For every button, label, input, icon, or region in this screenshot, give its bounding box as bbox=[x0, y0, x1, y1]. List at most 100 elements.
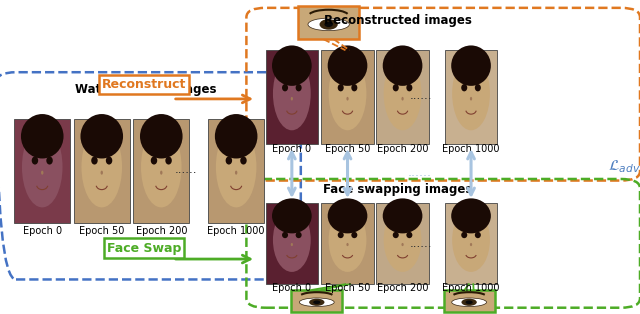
Text: Epoch 0: Epoch 0 bbox=[272, 283, 312, 293]
Ellipse shape bbox=[383, 198, 422, 233]
Ellipse shape bbox=[46, 156, 52, 165]
Ellipse shape bbox=[451, 198, 491, 233]
Ellipse shape bbox=[282, 232, 288, 238]
Ellipse shape bbox=[226, 156, 232, 165]
Ellipse shape bbox=[81, 127, 122, 207]
Text: Epoch 50: Epoch 50 bbox=[79, 226, 124, 236]
Ellipse shape bbox=[383, 46, 422, 86]
Text: Face Swap: Face Swap bbox=[107, 241, 181, 255]
Ellipse shape bbox=[216, 127, 257, 207]
Ellipse shape bbox=[319, 19, 338, 30]
Text: Epoch 1000: Epoch 1000 bbox=[207, 226, 265, 236]
Ellipse shape bbox=[351, 232, 357, 238]
Ellipse shape bbox=[338, 232, 344, 238]
Ellipse shape bbox=[324, 22, 333, 27]
Bar bbox=[376, 203, 429, 284]
Ellipse shape bbox=[465, 300, 473, 304]
Bar bbox=[445, 203, 497, 284]
Ellipse shape bbox=[106, 156, 112, 165]
Text: Epoch 1000: Epoch 1000 bbox=[442, 283, 500, 293]
Bar bbox=[298, 6, 359, 39]
Ellipse shape bbox=[313, 300, 321, 304]
Ellipse shape bbox=[328, 208, 367, 272]
Bar bbox=[376, 50, 429, 144]
Ellipse shape bbox=[291, 97, 293, 100]
Ellipse shape bbox=[383, 208, 422, 272]
Text: $\mathcal{L}_{adv}$: $\mathcal{L}_{adv}$ bbox=[608, 158, 640, 175]
Text: Face swapping images: Face swapping images bbox=[323, 183, 473, 197]
Bar bbox=[266, 50, 318, 144]
Ellipse shape bbox=[81, 114, 123, 159]
Text: ......: ...... bbox=[407, 166, 431, 179]
Text: Watermarked images: Watermarked images bbox=[75, 83, 217, 96]
Bar bbox=[74, 119, 130, 223]
Ellipse shape bbox=[282, 84, 288, 91]
Ellipse shape bbox=[452, 57, 490, 130]
Ellipse shape bbox=[351, 84, 357, 91]
Bar bbox=[291, 290, 342, 312]
Text: Epoch 0: Epoch 0 bbox=[22, 226, 62, 236]
Ellipse shape bbox=[328, 57, 367, 130]
Ellipse shape bbox=[470, 97, 472, 100]
Ellipse shape bbox=[235, 171, 237, 175]
Ellipse shape bbox=[92, 156, 98, 165]
Ellipse shape bbox=[406, 84, 412, 91]
Ellipse shape bbox=[346, 97, 349, 100]
Ellipse shape bbox=[21, 114, 63, 159]
Ellipse shape bbox=[151, 156, 157, 165]
Ellipse shape bbox=[328, 46, 367, 86]
Ellipse shape bbox=[22, 127, 63, 207]
Ellipse shape bbox=[452, 298, 486, 306]
Ellipse shape bbox=[401, 97, 404, 100]
Text: ......: ...... bbox=[174, 163, 197, 176]
Ellipse shape bbox=[273, 57, 311, 130]
Ellipse shape bbox=[475, 84, 481, 91]
Ellipse shape bbox=[461, 299, 477, 306]
Ellipse shape bbox=[272, 46, 312, 86]
Bar bbox=[208, 119, 264, 223]
Text: ......: ...... bbox=[410, 237, 433, 250]
Ellipse shape bbox=[452, 208, 490, 272]
Ellipse shape bbox=[300, 298, 334, 306]
Ellipse shape bbox=[346, 243, 349, 246]
Ellipse shape bbox=[296, 84, 301, 91]
Ellipse shape bbox=[240, 156, 246, 165]
Text: Epoch 200: Epoch 200 bbox=[136, 226, 187, 236]
Text: Reconstructed images: Reconstructed images bbox=[324, 14, 472, 27]
Ellipse shape bbox=[141, 127, 182, 207]
Bar bbox=[445, 50, 497, 144]
Ellipse shape bbox=[328, 198, 367, 233]
Bar bbox=[321, 203, 374, 284]
Bar bbox=[321, 50, 374, 144]
Ellipse shape bbox=[32, 156, 38, 165]
Text: Epoch 200: Epoch 200 bbox=[377, 144, 428, 154]
Ellipse shape bbox=[461, 84, 467, 91]
Ellipse shape bbox=[165, 156, 172, 165]
Ellipse shape bbox=[100, 171, 103, 175]
Ellipse shape bbox=[461, 232, 467, 238]
Text: Epoch 50: Epoch 50 bbox=[325, 283, 370, 293]
Bar bbox=[444, 290, 495, 312]
Ellipse shape bbox=[309, 299, 324, 306]
Ellipse shape bbox=[41, 171, 44, 175]
Ellipse shape bbox=[160, 171, 163, 175]
Ellipse shape bbox=[383, 57, 422, 130]
Ellipse shape bbox=[451, 46, 491, 86]
Ellipse shape bbox=[338, 84, 344, 91]
Ellipse shape bbox=[296, 232, 301, 238]
Bar bbox=[14, 119, 70, 223]
Ellipse shape bbox=[393, 84, 399, 91]
Ellipse shape bbox=[140, 114, 182, 159]
Ellipse shape bbox=[291, 243, 293, 246]
Text: Epoch 0: Epoch 0 bbox=[272, 144, 312, 154]
Ellipse shape bbox=[406, 232, 412, 238]
Text: Epoch 200: Epoch 200 bbox=[377, 283, 428, 293]
Ellipse shape bbox=[273, 208, 311, 272]
Ellipse shape bbox=[470, 243, 472, 246]
Ellipse shape bbox=[475, 232, 481, 238]
Text: Reconstruct: Reconstruct bbox=[102, 78, 186, 91]
Text: Epoch 1000: Epoch 1000 bbox=[442, 144, 500, 154]
Ellipse shape bbox=[401, 243, 404, 246]
Ellipse shape bbox=[215, 114, 257, 159]
Bar bbox=[266, 203, 318, 284]
